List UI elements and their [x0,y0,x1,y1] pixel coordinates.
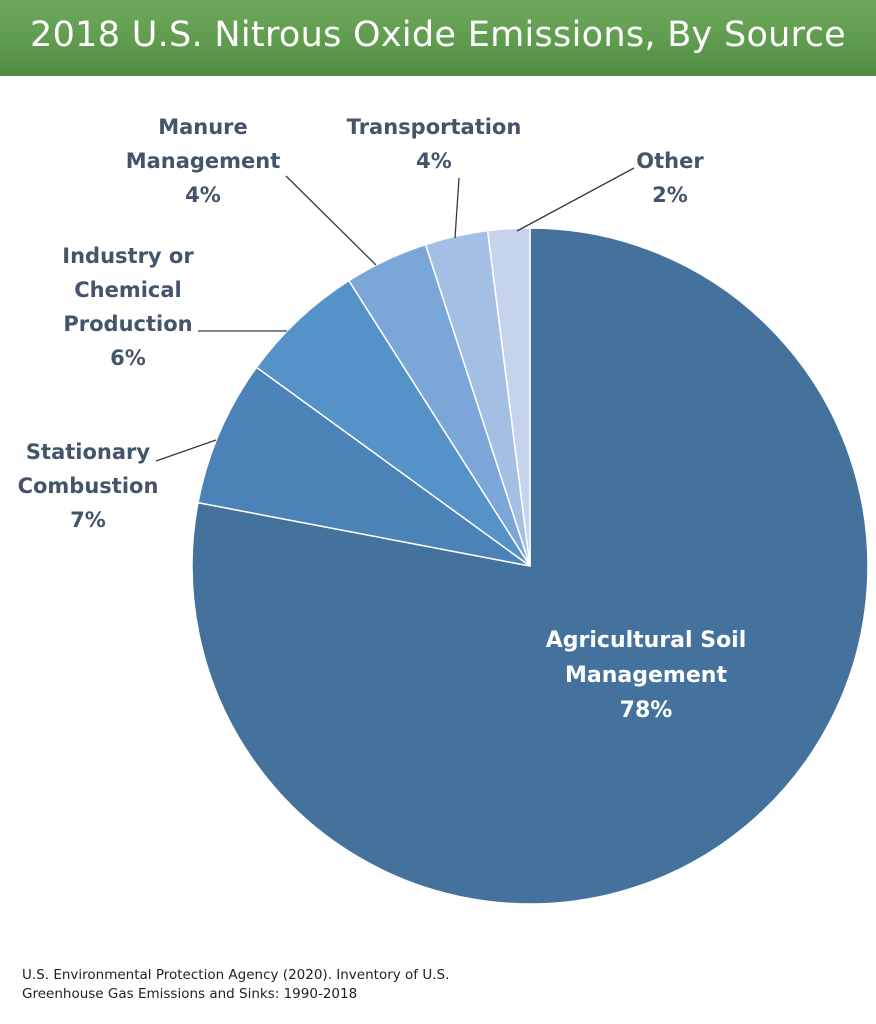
slice-label-text: Chemical [74,278,182,302]
slice-percent-label: 4% [416,149,452,173]
chart-title: 2018 U.S. Nitrous Oxide Emissions, By So… [30,15,846,55]
slice-label-transportation: Transportation 4% [347,115,522,239]
slice-label-text: Transportation [347,115,522,139]
slice-label-industry-chemical: Industry or Chemical Production 6% [62,244,287,370]
slice-label-text: Stationary [26,440,150,464]
slice-percent-label: 78% [620,698,673,723]
slice-percent-label: 4% [185,183,221,207]
source-line-1: U.S. Environmental Protection Agency (20… [22,967,450,983]
slice-percent-label: 2% [652,183,688,207]
slice-percent-label: 7% [70,508,106,532]
slice-label-stationary-combustion: Stationary Combustion 7% [18,439,217,532]
pie-slice-other [486,227,531,567]
title-banner: 2018 U.S. Nitrous Oxide Emissions, By So… [0,0,876,76]
pie-slice-stationary-combustion [197,366,531,567]
source-citation: U.S. Environmental Protection Agency (20… [22,966,662,1004]
leader-line-other [516,167,635,232]
slice-label-text: Industry or [62,244,194,268]
slice-label-manure-management: Manure Management 4% [126,115,377,266]
slice-percent-label: 6% [110,346,146,370]
slice-label-text: Other [636,149,704,173]
slice-label-text: Agricultural Soil [546,628,747,653]
slice-label-text: Management [565,663,727,688]
source-line-2: Greenhouse Gas Emissions and Sinks: 1990… [22,986,358,1002]
leader-line-manure-management [285,175,377,266]
slice-label-text: Combustion [18,474,159,498]
leader-line-transportation [454,177,460,239]
pie-slice-industry-chemical [255,279,531,567]
leader-line-stationary-combustion [155,439,217,462]
slice-label-text: Production [63,312,192,336]
slice-label-agricultural-soil: Agricultural Soil Management 78% [546,628,747,723]
slice-label-text: Management [126,149,281,173]
slice-label-text: Manure [158,115,248,139]
slice-label-other: Other 2% [516,149,704,232]
